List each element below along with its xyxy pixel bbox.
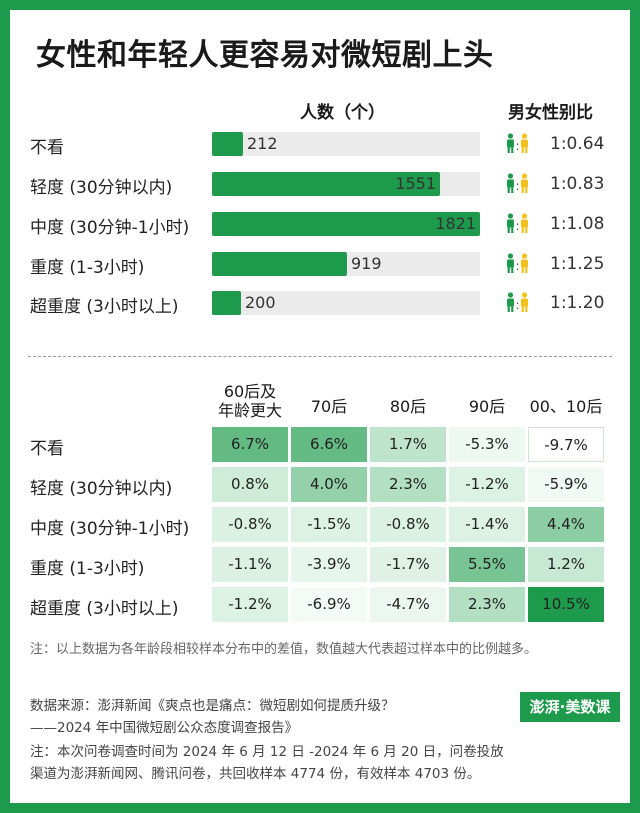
- gender-ratio-value: 1:1.25: [550, 254, 605, 274]
- heatmap-cell: -1.7%: [370, 547, 446, 582]
- heatmap-column-header: 90后: [468, 397, 506, 416]
- bar: [212, 132, 243, 156]
- source-line-1: 数据来源：澎湃新闻《爽点也是痛点：微短剧如何提质升级？: [30, 698, 395, 714]
- heatmap-cell: 4.0%: [291, 467, 367, 502]
- heatmap-cell: -5.9%: [528, 467, 604, 502]
- gender-ratio-icons: :: [506, 292, 540, 314]
- female-person-icon: [521, 253, 528, 273]
- male-person-icon: [507, 173, 514, 193]
- heatmap-cell: -0.8%: [212, 507, 288, 542]
- heatmap-cell: 5.5%: [449, 547, 525, 582]
- gender-ratio-icons: :: [506, 173, 540, 195]
- bar-track: 919: [212, 252, 480, 276]
- bar-track: 200: [212, 291, 480, 315]
- heatmap-column-header: 70后: [310, 397, 348, 416]
- gender-ratio-value: 1:1.08: [550, 214, 605, 234]
- heatmap-cell: 6.7%: [212, 427, 288, 462]
- ratio-colon-icon: :: [515, 179, 520, 193]
- male-person-icon: [507, 213, 514, 233]
- gender-ratio-value: 1:1.20: [550, 293, 605, 313]
- bar-row-label: 不看: [30, 138, 64, 158]
- heatmap-row-label: 轻度 (30分钟以内): [30, 479, 173, 499]
- heatmap-cell: -3.9%: [291, 547, 367, 582]
- heatmap-note: 注：以上数据为各年龄段相较样本分布中的差值，数值越大代表超过样本中的比例越多。: [30, 642, 538, 657]
- heatmap-cell: -1.1%: [212, 547, 288, 582]
- bar-row-label: 中度 (30分钟-1小时): [30, 218, 190, 238]
- heatmap-cell: -4.7%: [370, 587, 446, 622]
- gender-ratio-icons: :: [506, 133, 540, 155]
- female-person-icon: [521, 213, 528, 233]
- gender-ratio-icons: :: [506, 213, 540, 235]
- heatmap-cell: -1.5%: [291, 507, 367, 542]
- survey-note-line-1: 注：本次问卷调查时间为 2024 年 6 月 12 日 -2024 年 6 月 …: [30, 744, 504, 760]
- bar-value-label: 1551: [395, 174, 436, 193]
- gender-ratio-value: 1:0.83: [550, 174, 605, 194]
- heatmap-column-header: 80后: [389, 397, 427, 416]
- male-person-icon: [507, 133, 514, 153]
- bar-value-label: 919: [351, 254, 382, 273]
- ratio-colon-icon: :: [515, 259, 520, 273]
- bar-value-label: 1821: [435, 214, 476, 233]
- female-person-icon: [521, 292, 528, 312]
- ratio-header: 男女性别比: [508, 103, 593, 123]
- bar-track: 212: [212, 132, 480, 156]
- bar-value-label: 212: [247, 134, 278, 153]
- bar: [212, 172, 440, 196]
- bar: [212, 212, 480, 236]
- ratio-colon-icon: :: [515, 219, 520, 233]
- male-person-icon: [507, 292, 514, 312]
- chart-title: 女性和年轻人更容易对微短剧上头: [36, 38, 494, 73]
- heatmap-cell: -1.2%: [449, 467, 525, 502]
- source-line-2: ——2024 年中国微短剧公众态度调查报告》: [30, 720, 299, 736]
- bar: [212, 252, 347, 276]
- heatmap-row-label: 重度 (1-3小时): [30, 559, 145, 579]
- gender-ratio-icons: :: [506, 253, 540, 275]
- heatmap-cell: 2.3%: [449, 587, 525, 622]
- bar-row-label: 超重度 (3小时以上): [30, 297, 179, 317]
- heatmap-cell: -0.8%: [370, 507, 446, 542]
- heatmap-cell: -1.4%: [449, 507, 525, 542]
- female-person-icon: [521, 133, 528, 153]
- bar-row-label: 轻度 (30分钟以内): [30, 178, 173, 198]
- bar-track: 1821: [212, 212, 480, 236]
- heatmap-row-label: 超重度 (3小时以上): [30, 599, 179, 619]
- heatmap-cell: 1.7%: [370, 427, 446, 462]
- ratio-colon-icon: :: [515, 298, 520, 312]
- section-divider: [28, 356, 612, 357]
- heatmap-cell: -1.2%: [212, 587, 288, 622]
- female-person-icon: [521, 173, 528, 193]
- heatmap-column-header: 60后及 年龄更大: [217, 382, 282, 420]
- heatmap-cell: -9.7%: [528, 427, 604, 462]
- heatmap-row-label: 不看: [30, 439, 64, 459]
- bar-value-label: 200: [245, 293, 276, 312]
- bar: [212, 291, 241, 315]
- gender-ratio-value: 1:0.64: [550, 134, 605, 154]
- bar-track: 1551: [212, 172, 480, 196]
- heatmap-cell: -5.3%: [449, 427, 525, 462]
- heatmap-column-header: 00、10后: [529, 397, 603, 416]
- brand-logo: 澎湃·美数课: [520, 692, 620, 722]
- heatmap-cell: -6.9%: [291, 587, 367, 622]
- ratio-colon-icon: :: [515, 139, 520, 153]
- bar-row-label: 重度 (1-3小时): [30, 258, 145, 278]
- heatmap-cell: 1.2%: [528, 547, 604, 582]
- survey-note-line-2: 渠道为澎湃新闻网、腾讯问卷，共回收样本 4774 份，有效样本 4703 份。: [30, 766, 481, 782]
- heatmap-cell: 0.8%: [212, 467, 288, 502]
- heatmap-cell: 10.5%: [528, 587, 604, 622]
- heatmap-cell: 2.3%: [370, 467, 446, 502]
- heatmap-cell: 6.6%: [291, 427, 367, 462]
- male-person-icon: [507, 253, 514, 273]
- heatmap-cell: 4.4%: [528, 507, 604, 542]
- heatmap-row-label: 中度 (30分钟-1小时): [30, 519, 190, 539]
- bar-chart-header: 人数（个）: [300, 103, 385, 123]
